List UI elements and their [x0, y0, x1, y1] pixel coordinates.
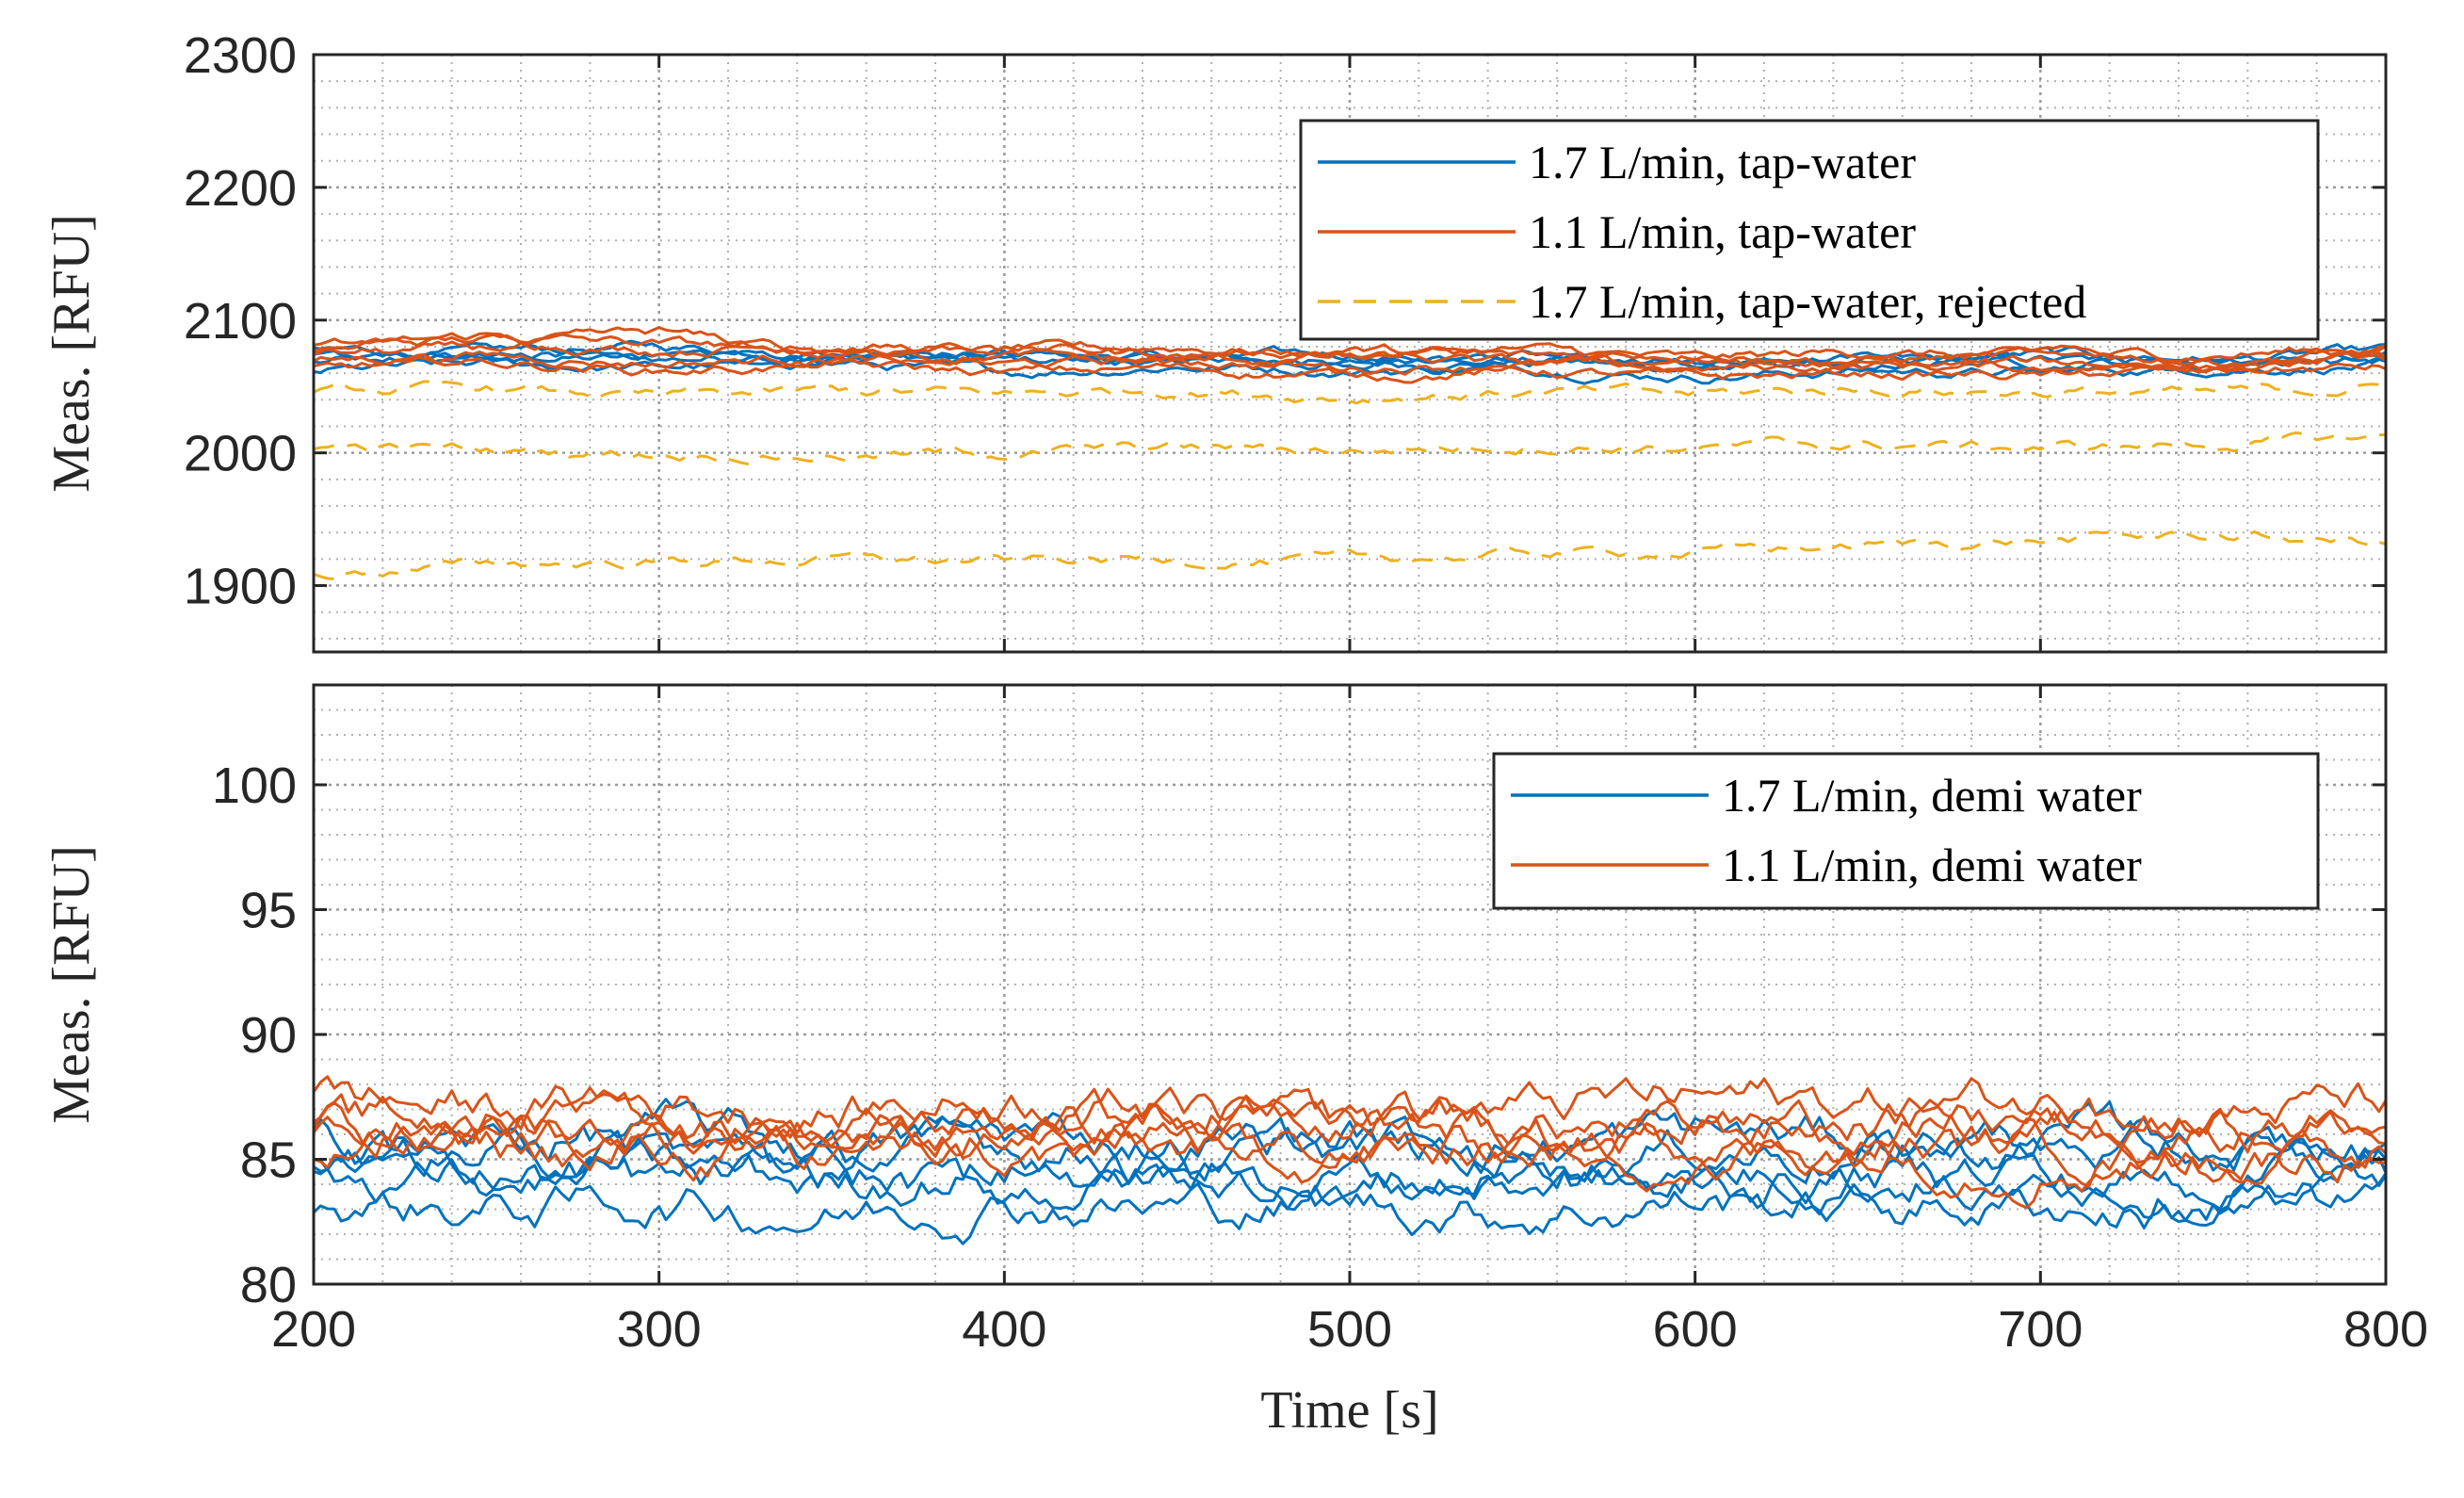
- series-line-2: [314, 1172, 2386, 1246]
- y-tick-label: 2000: [184, 426, 297, 482]
- x-tick-label: 500: [1307, 1301, 1392, 1358]
- x-tick-label: 300: [617, 1301, 702, 1358]
- y-tick-label: 1900: [184, 559, 297, 615]
- bottom-panel: 80 85 90 95 100 200 300 400 500 600 700 800 Meas. [R…: [42, 683, 2428, 1440]
- series-line-4: [314, 333, 2386, 364]
- y-tick-label: 95: [240, 883, 297, 939]
- y-tick-label: 85: [240, 1132, 297, 1189]
- series-line-5: [314, 1086, 2386, 1168]
- series-group: [314, 326, 2386, 580]
- x-tick-label: 400: [962, 1301, 1046, 1358]
- legend: 1.7 L/min, tap-water 1.1 L/min, tap-water…: [1299, 119, 2320, 341]
- legend-label: 1.1 L/min, tap-water: [1529, 205, 1916, 258]
- x-tick-label: 600: [1653, 1301, 1738, 1358]
- y-tick-label: 100: [212, 757, 297, 814]
- series-line-9: [314, 1116, 2386, 1210]
- y-axis-label: Meas. [RFU]: [42, 845, 101, 1124]
- series-line-0: [314, 1137, 2386, 1224]
- series-line-11: [314, 529, 2386, 580]
- series-line-9: [314, 380, 2386, 405]
- x-tick-label: 800: [2343, 1301, 2428, 1358]
- legend-box: [1492, 752, 2320, 910]
- legend: 1.7 L/min, demi water 1.1 L/min, demi wat…: [1492, 752, 2320, 910]
- y-tick-label: 80: [240, 1257, 297, 1313]
- y-axis-label: Meas. [RFU]: [42, 214, 101, 493]
- top-panel: 1900 2000 2100 2200 2300 Meas. [RFU] 1.7 L/min…: [42, 27, 2388, 654]
- series-group: [314, 1075, 2386, 1246]
- y-tick-label: 2100: [184, 293, 297, 350]
- legend-label: 1.7 L/min, tap-water: [1529, 136, 1916, 188]
- x-tick-label: 200: [271, 1301, 356, 1358]
- legend-label: 1.7 L/min, demi water: [1722, 769, 2142, 822]
- series-line-10: [314, 431, 2386, 466]
- series-line-3: [314, 1098, 2386, 1178]
- x-axis-label: Time [s]: [1260, 1381, 1438, 1440]
- series-line-8: [314, 1086, 2386, 1164]
- y-tick-label: 90: [240, 1007, 297, 1064]
- series-line-8: [314, 326, 2386, 374]
- x-tick-label: 700: [1998, 1301, 2083, 1358]
- y-tick-label: 2300: [184, 27, 297, 84]
- series-line-7: [314, 352, 2386, 384]
- y-tick-label: 2200: [184, 160, 297, 217]
- series-line-6: [314, 1075, 2386, 1147]
- legend-label: 1.1 L/min, demi water: [1722, 839, 2142, 891]
- series-line-5: [314, 350, 2386, 376]
- legend-label: 1.7 L/min, tap-water, rejected: [1529, 275, 2086, 328]
- series-line-6: [314, 332, 2386, 367]
